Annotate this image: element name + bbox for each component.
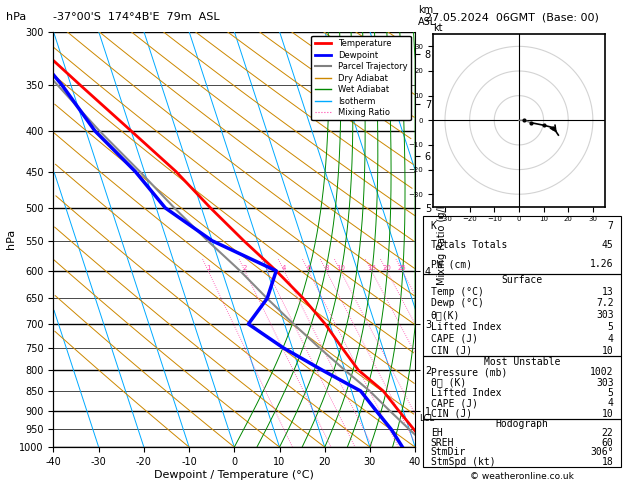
Text: 1.26: 1.26 [590, 259, 613, 269]
Text: LCL: LCL [419, 414, 434, 423]
Text: 4: 4 [282, 265, 286, 271]
Y-axis label: hPa: hPa [6, 229, 16, 249]
Text: 1002: 1002 [590, 367, 613, 377]
Text: 303: 303 [596, 378, 613, 387]
Text: 60: 60 [602, 438, 613, 448]
Text: 6: 6 [306, 265, 311, 271]
Text: 10: 10 [602, 409, 613, 419]
Text: CAPE (J): CAPE (J) [431, 399, 477, 408]
Text: Lifted Index: Lifted Index [431, 388, 501, 398]
Legend: Temperature, Dewpoint, Parcel Trajectory, Dry Adiabat, Wet Adiabat, Isotherm, Mi: Temperature, Dewpoint, Parcel Trajectory… [311, 36, 411, 121]
Text: km
ASL: km ASL [418, 5, 437, 27]
Text: 10: 10 [602, 346, 613, 356]
Text: Dewp (°C): Dewp (°C) [431, 298, 484, 308]
Text: 16: 16 [367, 265, 376, 271]
Text: 306°: 306° [590, 447, 613, 457]
Text: 1: 1 [206, 265, 211, 271]
Text: 13: 13 [602, 287, 613, 296]
Text: kt: kt [433, 23, 442, 33]
X-axis label: Dewpoint / Temperature (°C): Dewpoint / Temperature (°C) [154, 469, 314, 480]
Text: 4: 4 [608, 334, 613, 344]
Text: Hodograph: Hodograph [496, 419, 548, 429]
Text: 20: 20 [382, 265, 391, 271]
Text: 7.2: 7.2 [596, 298, 613, 308]
Text: K: K [431, 221, 437, 231]
Text: CIN (J): CIN (J) [431, 346, 472, 356]
Text: 303: 303 [596, 310, 613, 320]
Text: θᴀ (K): θᴀ (K) [431, 378, 466, 387]
Text: Pressure (mb): Pressure (mb) [431, 367, 507, 377]
Text: -37°00'S  174°4B'E  79m  ASL: -37°00'S 174°4B'E 79m ASL [53, 12, 220, 22]
Text: 7: 7 [608, 221, 613, 231]
Text: Lifted Index: Lifted Index [431, 322, 501, 332]
Text: Most Unstable: Most Unstable [484, 357, 560, 366]
Text: 5: 5 [608, 322, 613, 332]
Text: 5: 5 [608, 388, 613, 398]
Text: 10: 10 [336, 265, 345, 271]
Text: SREH: SREH [431, 438, 454, 448]
Text: Temp (°C): Temp (°C) [431, 287, 484, 296]
Text: 4: 4 [608, 399, 613, 408]
Text: CIN (J): CIN (J) [431, 409, 472, 419]
Text: 27.05.2024  06GMT  (Base: 00): 27.05.2024 06GMT (Base: 00) [425, 12, 598, 22]
Text: Surface: Surface [501, 275, 543, 285]
Text: 45: 45 [602, 240, 613, 250]
Y-axis label: Mixing Ratio (g/kg): Mixing Ratio (g/kg) [437, 193, 447, 285]
Text: 2: 2 [243, 265, 247, 271]
Text: 18: 18 [602, 457, 613, 467]
Text: 22: 22 [602, 428, 613, 438]
Text: CAPE (J): CAPE (J) [431, 334, 477, 344]
Text: StmDir: StmDir [431, 447, 466, 457]
Text: hPa: hPa [6, 12, 26, 22]
Text: EH: EH [431, 428, 442, 438]
Text: StmSpd (kt): StmSpd (kt) [431, 457, 495, 467]
Text: Totals Totals: Totals Totals [431, 240, 507, 250]
Text: θᴀ(K): θᴀ(K) [431, 310, 460, 320]
Text: 25: 25 [398, 265, 406, 271]
Text: PW (cm): PW (cm) [431, 259, 472, 269]
Text: 8: 8 [324, 265, 328, 271]
Text: © weatheronline.co.uk: © weatheronline.co.uk [470, 472, 574, 481]
Text: 3: 3 [265, 265, 270, 271]
